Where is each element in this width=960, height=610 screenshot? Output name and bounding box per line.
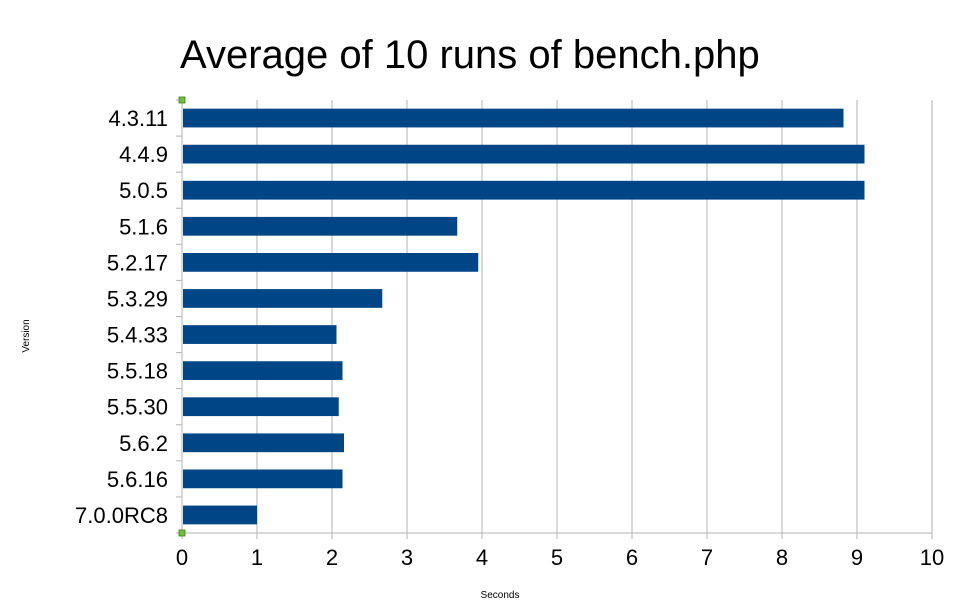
y-category-label: 5.6.2 [119,431,168,456]
y-category-label: 5.5.18 [107,359,168,384]
y-category-label: 5.1.6 [119,214,168,239]
bar [183,325,337,344]
chart-title: Average of 10 runs of bench.php [180,33,760,77]
y-category-label: 7.0.0RC8 [75,503,168,528]
gridlines [256,100,933,533]
x-tick-label: 1 [251,545,263,570]
x-tick-label: 10 [920,545,944,570]
bars [183,108,865,525]
selection-handle[interactable] [178,96,186,104]
x-tick-label: 4 [476,545,488,570]
bar [183,180,865,200]
y-category-label: 5.4.33 [107,323,168,348]
bar [183,216,458,236]
y-category-label: 5.3.29 [107,286,168,311]
x-tick-label: 7 [701,545,713,570]
bar [183,289,383,308]
y-category-label: 5.2.17 [107,250,168,275]
bar [183,433,344,453]
bar [183,361,343,381]
bar [183,144,865,164]
y-category-label: 4.3.11 [108,106,168,131]
bar [183,397,339,417]
y-axis-title: Version [21,319,32,352]
y-category-label: 5.5.30 [107,395,168,420]
x-tick-label: 3 [401,545,413,570]
x-tick-label: 5 [551,545,563,570]
bar [183,469,343,489]
labels: 0 1 2 3 4 5 6 7 8 9 10 4.3.11 4.4.9 5.0.5 5.1.6 5.2.17 5… [75,106,944,570]
bar [183,505,257,525]
y-category-label: 5.0.5 [119,178,168,203]
bar [183,252,479,272]
axes [176,96,933,539]
x-tick-label: 6 [626,545,638,570]
y-category-label: 5.6.16 [107,467,168,492]
x-tick-label: 8 [776,545,788,570]
x-tick-label: 0 [176,545,188,570]
bar [183,108,844,128]
x-tick-label: 9 [851,545,863,570]
x-axis-title: Seconds [481,590,520,601]
selection-handle[interactable] [178,529,186,537]
y-category-label: 4.4.9 [119,142,168,167]
x-tick-label: 2 [326,545,338,570]
